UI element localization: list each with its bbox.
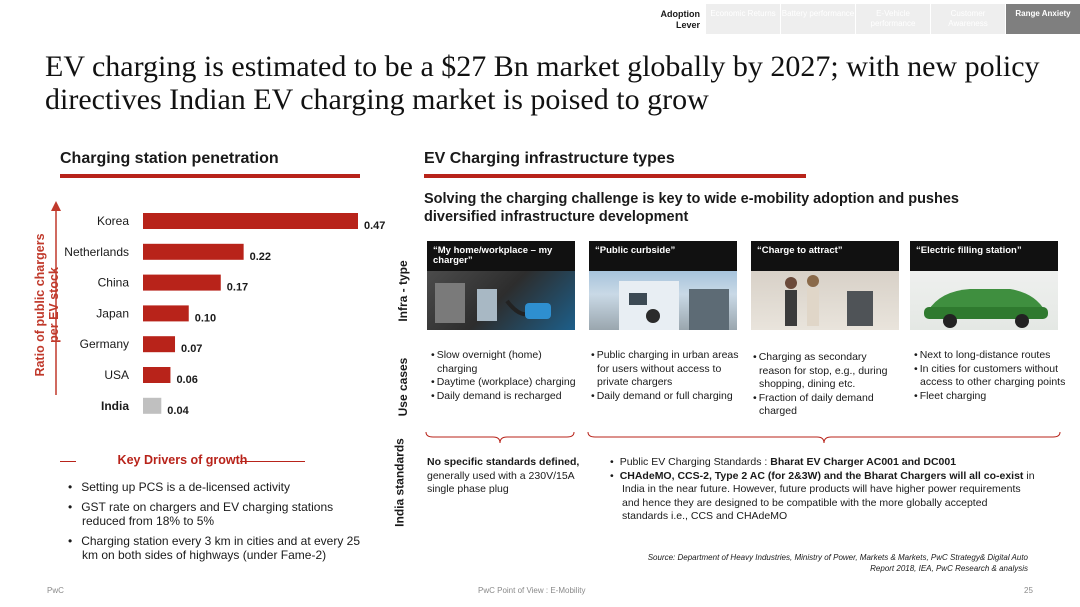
category-label: India — [101, 399, 129, 413]
photo-caption: “Electric filling station” — [910, 241, 1058, 271]
key-driver-item: Setting up PCS is a de-licensed activity — [64, 480, 364, 495]
lever-tabs: Economic Returns Battery performance E-V… — [706, 4, 1080, 34]
footer-brand: PwC — [47, 586, 64, 595]
y-axis-arrow-head — [51, 201, 61, 211]
tab-economic-returns[interactable]: Economic Returns — [706, 4, 780, 34]
mall-shoppers-photo: “Charge to attract” — [751, 241, 899, 330]
value-label: 0.22 — [250, 251, 271, 263]
home-charger-photo: “My home/workplace – my charger” — [427, 241, 575, 330]
bar — [143, 336, 176, 353]
category-label: Netherlands — [64, 245, 129, 259]
category-label: Japan — [96, 306, 129, 320]
chart-heading: Charging station penetration — [60, 150, 279, 167]
tab-customer-awareness[interactable]: Customer Awareness — [931, 4, 1005, 34]
electric-car-icon — [924, 289, 1048, 328]
use-case-item: In cities for customers without access t… — [912, 363, 1072, 390]
infra-heading-underline — [424, 174, 806, 178]
standards-home-text: generally used with a 230V/15A single ph… — [427, 469, 575, 496]
key-driver-item: GST rate on chargers and EV charging sta… — [64, 500, 364, 529]
penetration-bar-chart: Ratio of public chargersper EV stock Kore… — [33, 201, 385, 417]
adoption-lever-label: Adoption Lever — [660, 9, 701, 30]
use-case-item: Daytime (workplace) charging — [429, 376, 579, 390]
shoppers-icon — [785, 275, 873, 326]
key-drivers-heading: Key Drivers of growth — [60, 453, 305, 467]
value-label: 0.10 — [195, 312, 216, 324]
infra-subtitle: Solving the charging challenge is key to… — [424, 191, 959, 225]
row-label-infra-type: Infra - type — [396, 260, 410, 322]
source-note: Source: Department of Heavy Industries, … — [647, 553, 1028, 573]
standards-item: CHAdeMO, CCS-2, Type 2 AC (for 2&3W) and… — [606, 470, 1036, 524]
row-label-india-standards: India standards — [392, 438, 407, 527]
category-label: Korea — [97, 214, 129, 228]
standards-bold: Bharat EV Charger AC001 and DC001 — [770, 456, 957, 468]
curbside-charger-photo: “Public curbside” — [589, 241, 737, 330]
chart-heading-underline — [60, 174, 360, 178]
value-label: 0.47 — [364, 220, 385, 232]
electric-car-photo: “Electric filling station” — [910, 241, 1058, 330]
photo-caption: “Public curbside” — [589, 241, 737, 271]
category-label: USA — [104, 368, 129, 382]
key-driver-item: Charging station every 3 km in cities an… — [64, 534, 364, 563]
bar — [143, 213, 358, 229]
use-cases-curbside: Public charging in urban areas for users… — [589, 349, 739, 403]
standards-public: Public EV Charging Standards : Bharat EV… — [606, 456, 1036, 524]
photo-caption: “Charge to attract” — [751, 241, 899, 271]
row-label-use-cases: Use cases — [396, 357, 410, 417]
category-label: Germany — [80, 337, 129, 351]
use-cases-filling-station: Next to long-distance routes In cities f… — [912, 349, 1072, 403]
brace-public — [587, 431, 1061, 444]
bar — [143, 367, 171, 383]
use-case-item: Daily demand or full charging — [589, 390, 739, 404]
bar — [143, 274, 221, 291]
tab-battery-performance[interactable]: Battery performance — [781, 4, 855, 34]
value-label: 0.04 — [167, 405, 189, 417]
photo-caption: “My home/workplace – my charger” — [427, 241, 575, 271]
use-case-item: Fleet charging — [912, 390, 1072, 404]
standards-home: No specific standards defined, generally… — [427, 456, 587, 497]
use-cases-home: Slow overnight (home) charging Daytime (… — [429, 349, 579, 403]
standards-item: Public EV Charging Standards : Bharat EV… — [606, 456, 1036, 470]
value-label: 0.17 — [227, 282, 248, 294]
value-label: 0.06 — [176, 374, 197, 386]
standards-pre: Public EV Charging Standards : — [619, 456, 771, 468]
value-label: 0.07 — [181, 343, 202, 355]
bar — [143, 397, 162, 414]
bar — [143, 305, 189, 322]
tab-range-anxiety[interactable]: Range Anxiety — [1006, 4, 1080, 34]
use-case-item: Public charging in urban areas for users… — [589, 349, 739, 390]
infra-heading: EV Charging infrastructure types — [424, 150, 675, 167]
tab-e-vehicle-performance[interactable]: E-Vehicle performance — [856, 4, 930, 34]
category-label: China — [98, 276, 130, 290]
y-axis-title: Ratio of public chargersper EV stock — [33, 233, 61, 376]
use-case-item: Charging as secondary reason for stop, e… — [751, 351, 901, 392]
standards-home-bold: No specific standards defined, — [427, 456, 580, 468]
brace-home — [425, 431, 575, 444]
use-case-item: Next to long-distance routes — [912, 349, 1072, 363]
home-charger-icon — [435, 283, 551, 323]
page-title: EV charging is estimated to be a $27 Bn … — [45, 50, 1040, 116]
use-case-item: Slow overnight (home) charging — [429, 349, 579, 376]
footer-page-number: 25 — [1024, 586, 1033, 595]
footer-title: PwC Point of View : E-Mobility — [478, 586, 586, 595]
standards-bold: CHAdeMO, CCS-2, Type 2 AC (for 2&3W) and… — [619, 469, 1024, 482]
bar — [143, 243, 244, 260]
use-case-item: Fraction of daily demand charged — [751, 392, 901, 419]
standards-post: in India in the near future. However, fu… — [622, 469, 1035, 523]
key-drivers-list: Setting up PCS is a de-licensed activity… — [64, 480, 364, 568]
use-case-item: Daily demand is recharged — [429, 390, 579, 404]
use-cases-attract: Charging as secondary reason for stop, e… — [751, 351, 901, 419]
curbside-charger-icon — [619, 281, 729, 330]
